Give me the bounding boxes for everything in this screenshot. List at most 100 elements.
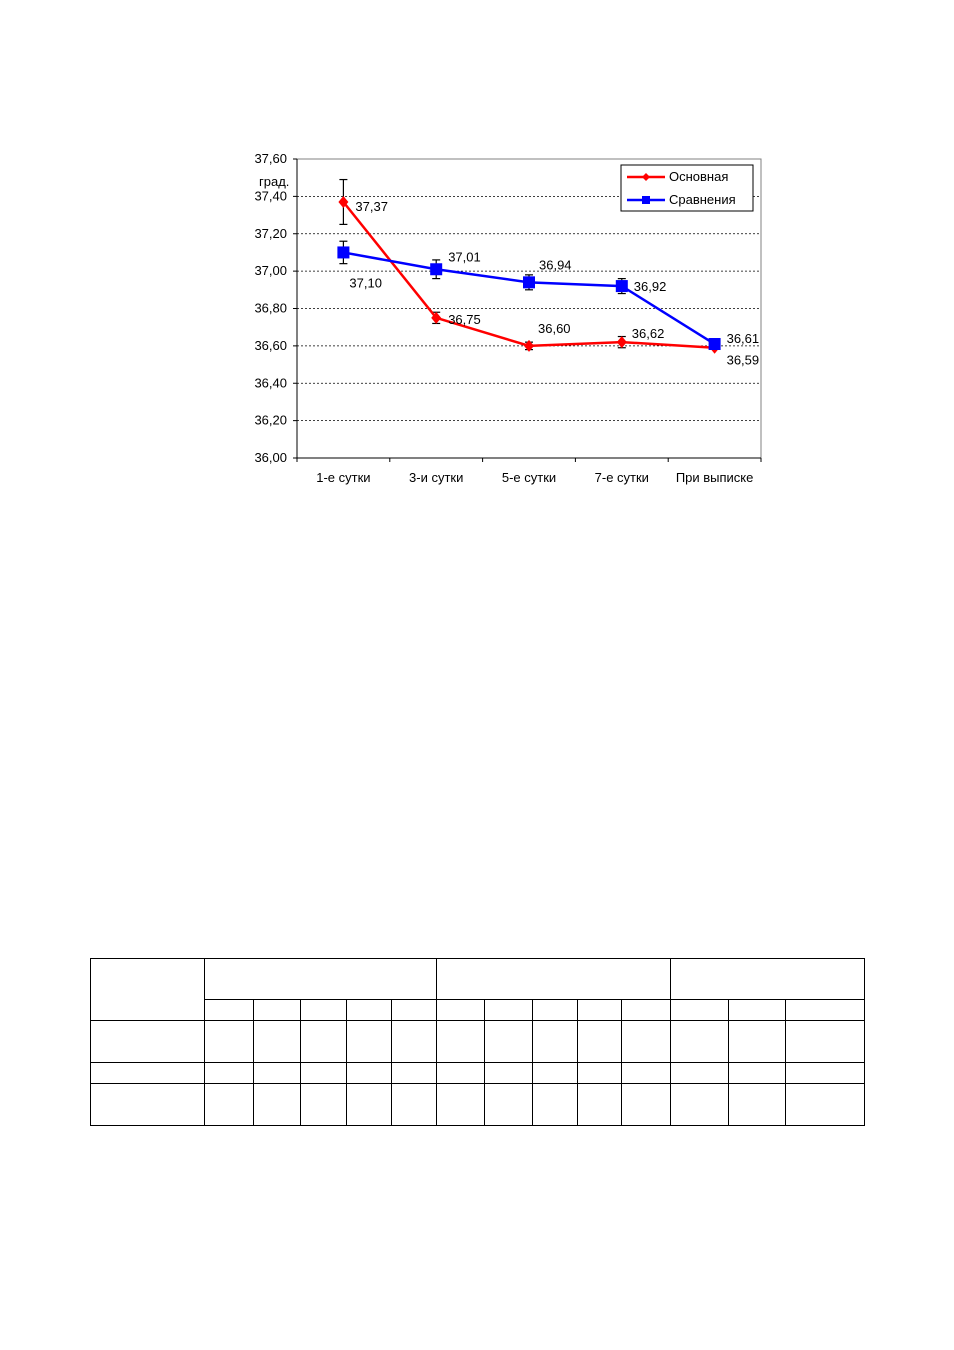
y-tick-label: 37,40 xyxy=(254,188,287,203)
table-cell xyxy=(532,1083,578,1126)
table-cell xyxy=(577,1083,622,1126)
y-tick-label: 36,00 xyxy=(254,450,287,465)
x-tick-label: При выписке xyxy=(676,470,754,485)
data-label: 36,60 xyxy=(538,321,571,336)
table-cell xyxy=(728,1083,786,1126)
y-tick-label: 36,20 xyxy=(254,413,287,428)
table-cell xyxy=(346,1083,392,1126)
table-row xyxy=(91,999,865,1021)
table-row xyxy=(90,1062,865,1084)
series-markers xyxy=(337,195,721,354)
table-cell xyxy=(532,1062,578,1084)
table-cell xyxy=(300,1083,347,1126)
table-cell xyxy=(484,1020,533,1063)
table-cell xyxy=(346,1062,392,1084)
y-tick-labels: 36,00 36,20 36,40 36,60 36,80 37,00 37,20 37,40… xyxy=(254,151,287,465)
table-cell xyxy=(300,999,347,1021)
table-cell xyxy=(253,1083,301,1126)
data-point xyxy=(431,311,442,324)
table-cell xyxy=(436,1062,485,1084)
table-cell xyxy=(621,999,671,1021)
x-tick-label: 5-е сутки xyxy=(502,470,556,485)
legend-marker xyxy=(642,173,650,181)
data-point xyxy=(338,195,349,208)
y-tick-label: 36,80 xyxy=(254,301,287,316)
table-cell xyxy=(436,999,485,1021)
table-cell xyxy=(532,1020,578,1063)
table-cell xyxy=(621,1083,671,1126)
data-label: 37,37 xyxy=(355,199,388,214)
table-cell xyxy=(204,1020,254,1063)
x-tick-label: 1-е сутки xyxy=(316,470,370,485)
legend-label: Сравнения xyxy=(669,192,736,207)
table-cell xyxy=(300,1062,347,1084)
table-cell xyxy=(346,1020,392,1063)
table-cell xyxy=(785,999,865,1021)
data-label: 36,92 xyxy=(634,279,667,294)
table-cell xyxy=(391,999,437,1021)
table-cell xyxy=(577,1020,622,1063)
table-cell xyxy=(728,1020,786,1063)
x-tick-label: 3-и сутки xyxy=(409,470,463,485)
table-cell xyxy=(621,1062,671,1084)
table-cell xyxy=(90,958,205,1021)
table-cell xyxy=(204,1083,254,1126)
table-cell xyxy=(391,1062,437,1084)
table-cell xyxy=(204,999,254,1021)
table-cell xyxy=(391,1020,437,1063)
table-cell xyxy=(436,958,671,1000)
table-cell xyxy=(90,1020,205,1063)
data-point xyxy=(708,338,721,351)
legend: Основная Сравнения xyxy=(620,164,754,212)
data-label: 36,59 xyxy=(727,353,760,368)
y-tick-label: 37,20 xyxy=(254,226,287,241)
table-cell xyxy=(204,1062,254,1084)
data-label: 36,75 xyxy=(448,312,481,327)
axes xyxy=(293,158,762,462)
legend-label: Основная xyxy=(669,169,728,184)
table-cell xyxy=(253,1062,301,1084)
table-cell xyxy=(253,999,301,1021)
legend-marker xyxy=(642,196,650,204)
data-table xyxy=(90,958,865,1126)
y-tick-label: 37,00 xyxy=(254,263,287,278)
table-cell xyxy=(785,1020,865,1063)
line-chart: 36,00 36,20 36,40 36,60 36,80 37,00 37,20 37,40… xyxy=(254,151,762,485)
data-label: 36,62 xyxy=(632,326,665,341)
table-cell xyxy=(785,1083,865,1126)
table-cell xyxy=(484,999,533,1021)
table-cell xyxy=(670,1062,729,1084)
table-cell xyxy=(621,1020,671,1063)
legend-entries: Основная Сравнения xyxy=(627,169,736,207)
data-point xyxy=(430,263,443,276)
data-point xyxy=(523,276,535,289)
y-axis-label: град. xyxy=(259,174,289,189)
table-cell xyxy=(204,958,437,1000)
table-cell xyxy=(484,1062,533,1084)
data-point xyxy=(616,336,627,349)
table-cell xyxy=(484,1083,533,1126)
table-cell xyxy=(300,1020,347,1063)
data-label: 37,10 xyxy=(349,275,382,290)
table-cell xyxy=(391,1083,437,1126)
table-cell xyxy=(785,1062,865,1084)
data-point xyxy=(615,280,628,293)
table-row xyxy=(90,1083,865,1126)
data-label: 36,61 xyxy=(727,331,760,346)
table-cell xyxy=(728,1062,786,1084)
y-tick-label: 36,40 xyxy=(254,375,287,390)
data-label: 37,01 xyxy=(448,249,481,264)
table-cell xyxy=(436,1020,485,1063)
table-cell xyxy=(532,999,578,1021)
data-labels: 37,37 36,75 36,60 36,62 36,59 37,10 37,01 36,94… xyxy=(349,199,759,368)
data-point xyxy=(337,246,350,259)
table-cell xyxy=(253,1020,301,1063)
data-label: 36,94 xyxy=(539,257,572,272)
table-cell xyxy=(346,999,392,1021)
table-cell xyxy=(90,1083,205,1126)
table-cell xyxy=(670,1083,729,1126)
table-cell xyxy=(577,999,622,1021)
table-cell xyxy=(670,958,865,1000)
table-cell xyxy=(90,1062,205,1084)
y-tick-label: 36,60 xyxy=(254,338,287,353)
